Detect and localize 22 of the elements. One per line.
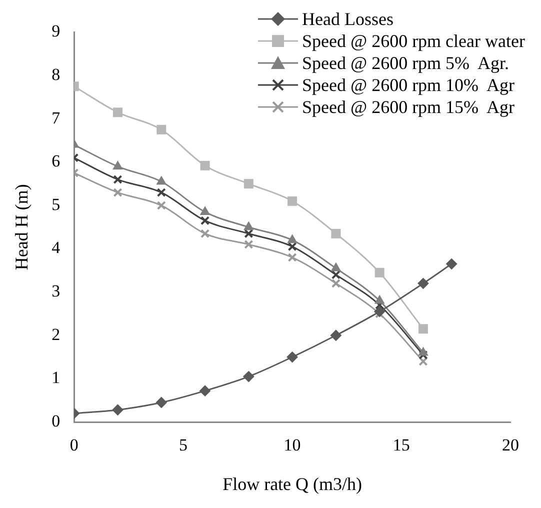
y-tick-label: 1 [52, 368, 60, 388]
x-axis-title: Flow rate Q (m3/h) [222, 474, 362, 494]
legend-label: Speed @ 2600 rpm 10% Agr [302, 74, 515, 96]
legend-label: Speed @ 2600 rpm 5% Agr. [302, 52, 510, 74]
y-tick-label: 9 [52, 22, 60, 41]
y-tick-label: 7 [52, 108, 61, 128]
x-tick-label: 10 [284, 436, 301, 455]
x-tick-label: 0 [70, 436, 78, 455]
y-tick-label: 6 [52, 152, 60, 171]
y-tick-label: 5 [52, 194, 60, 214]
y-tick-label: 4 [52, 238, 61, 258]
y-tick-label: 2 [52, 324, 60, 344]
x-tick-label: 5 [178, 436, 188, 455]
legend-label: Speed @ 2600 rpm 15% Agr [302, 96, 515, 118]
x-tick-label: 15 [392, 436, 410, 455]
y-axis-title: Head H (m) [12, 184, 32, 270]
y-tick-label: 0 [52, 411, 60, 430]
x-tick-label: 20 [502, 436, 519, 455]
y-tick-label: 8 [52, 64, 60, 84]
legend-label: Head Losses [302, 8, 394, 30]
y-tick-label: 3 [52, 282, 60, 301]
legend-label: Speed @ 2600 rpm clear water [302, 30, 525, 52]
